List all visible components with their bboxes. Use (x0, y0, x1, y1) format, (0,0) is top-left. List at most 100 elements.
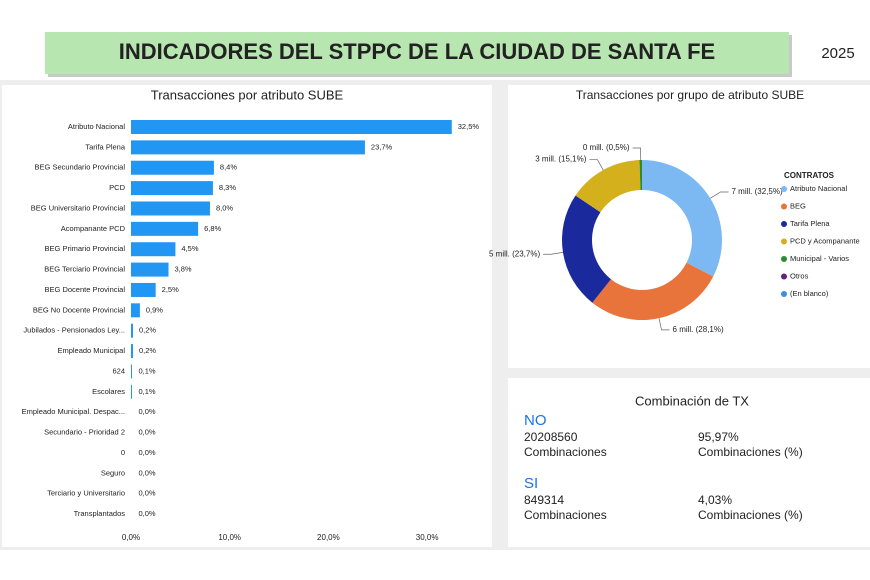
pct: 95,97% (698, 430, 739, 444)
pct-label: Combinaciones (%) (698, 508, 803, 522)
bar (131, 160, 214, 175)
y-tick-label: BEG Primario Provincial (45, 244, 126, 253)
x-tick-label: 20,0% (317, 533, 340, 542)
bar (131, 140, 365, 155)
y-tick-label: BEG Secundario Provincial (35, 163, 126, 172)
leader-line (543, 252, 564, 255)
value-label: 0,2% (139, 346, 156, 355)
bar (131, 221, 199, 236)
value-label: 0,0% (139, 489, 156, 498)
y-tick-label: BEG Docente Provincial (45, 285, 126, 294)
slice-label: 3 mill. (15,1%) (535, 155, 586, 164)
y-tick-label: Atributo Nacional (68, 122, 125, 131)
value-label: 0,9% (146, 305, 163, 314)
y-tick-label: BEG Terciario Provincial (44, 265, 125, 274)
y-tick-label: BEG No Docente Provincial (33, 305, 125, 314)
y-tick-label: Secundario - Prioridad 2 (44, 428, 125, 437)
y-tick-label: Transplantados (74, 509, 126, 518)
y-tick-label: BEG Universitario Provincial (31, 203, 126, 212)
value-label: 8,3% (219, 183, 236, 192)
bar (131, 323, 133, 338)
value-label: 0,2% (139, 326, 156, 335)
donut-slice (562, 195, 611, 303)
y-tick-label: 0 (121, 448, 125, 457)
value-label: 0,0% (139, 407, 156, 416)
header-box (45, 32, 789, 74)
legend-swatch (781, 221, 787, 227)
y-tick-label: Empleado Municipal. Despac... (22, 407, 125, 416)
y-tick-label: Tarifa Plena (85, 142, 125, 151)
value-label: 3,8% (175, 265, 192, 274)
value-label: 8,4% (220, 163, 237, 172)
bar (131, 282, 156, 297)
bar (131, 364, 132, 379)
x-tick-label: 10,0% (218, 533, 241, 542)
bar (131, 344, 133, 359)
slice-label: 5 mill. (23,7%) (489, 249, 540, 258)
value-label: 0,0% (139, 509, 156, 518)
x-tick-label: 30,0% (416, 533, 439, 542)
leader-line (632, 147, 642, 161)
bar (131, 262, 169, 277)
card-title: Combinación de TX (635, 393, 749, 408)
bar (131, 181, 213, 196)
bar (131, 201, 210, 216)
bar (131, 242, 176, 257)
bar (131, 384, 132, 399)
value-label: 2,5% (162, 285, 179, 294)
pct-label: Combinaciones (%) (698, 445, 803, 459)
leader-line (658, 318, 670, 331)
y-tick-label: Escolares (92, 387, 125, 396)
y-tick-label: Seguro (101, 468, 125, 477)
header-year: 2025 (821, 45, 854, 62)
legend-title: CONTRATOS (784, 171, 835, 180)
row-label: SI (524, 475, 538, 492)
legend-swatch (781, 238, 787, 245)
y-tick-label: Terciario y Universitario (47, 489, 125, 498)
legend-label: Tarifa Plena (790, 219, 830, 228)
legend-label: (En blanco) (790, 289, 829, 298)
donut-slice (592, 262, 714, 321)
value-label: 4,5% (181, 244, 198, 253)
legend-label: Atributo Nacional (790, 184, 847, 193)
legend-swatch (781, 291, 787, 297)
chart-title: Transacciones por grupo de atributo SUBE (576, 88, 804, 102)
value-label: 0,1% (139, 366, 156, 375)
value-label: 8,0% (216, 203, 233, 212)
x-tick-label: 0,0% (122, 533, 140, 542)
value-label: 0,0% (139, 428, 156, 437)
y-tick-label: Empleado Municipal (57, 346, 125, 355)
y-tick-label: 624 (112, 366, 125, 375)
slice-label: 6 mill. (28,1%) (673, 325, 724, 334)
header-title: INDICADORES DEL STPPC DE LA CIUDAD DE SA… (119, 39, 715, 64)
y-tick-label: Acompanante PCD (61, 224, 126, 233)
legend-label: Municipal - Varios (790, 254, 849, 263)
value-label: 0,0% (139, 468, 156, 477)
value-label: 32,5% (458, 122, 480, 131)
value-label: 0,1% (139, 387, 156, 396)
pct: 4,03% (698, 493, 732, 507)
slice-label: 7 mill. (32,5%) (731, 187, 782, 196)
row-label: NO (524, 412, 547, 429)
legend-label: Otros (790, 271, 809, 280)
y-tick-label: Jubilados - Pensionados Ley... (23, 326, 125, 335)
value-label: 0,0% (139, 448, 156, 457)
bar-panel (2, 85, 492, 547)
slice-label: 0 mill. (0,5%) (583, 143, 630, 152)
card-panel (508, 378, 870, 547)
bar (131, 120, 452, 134)
value-label: 23,7% (371, 142, 393, 151)
y-tick-label: PCD (109, 183, 125, 192)
legend-swatch (781, 273, 787, 280)
value-label: 6,8% (204, 224, 221, 233)
legend-swatch (781, 186, 787, 192)
legend-swatch (781, 256, 787, 262)
donut-slice (575, 160, 641, 213)
leader-line (589, 159, 604, 171)
count-label: Combinaciones (524, 445, 607, 459)
bar (131, 303, 140, 318)
count: 20208560 (524, 430, 578, 444)
leader-line (710, 191, 729, 199)
